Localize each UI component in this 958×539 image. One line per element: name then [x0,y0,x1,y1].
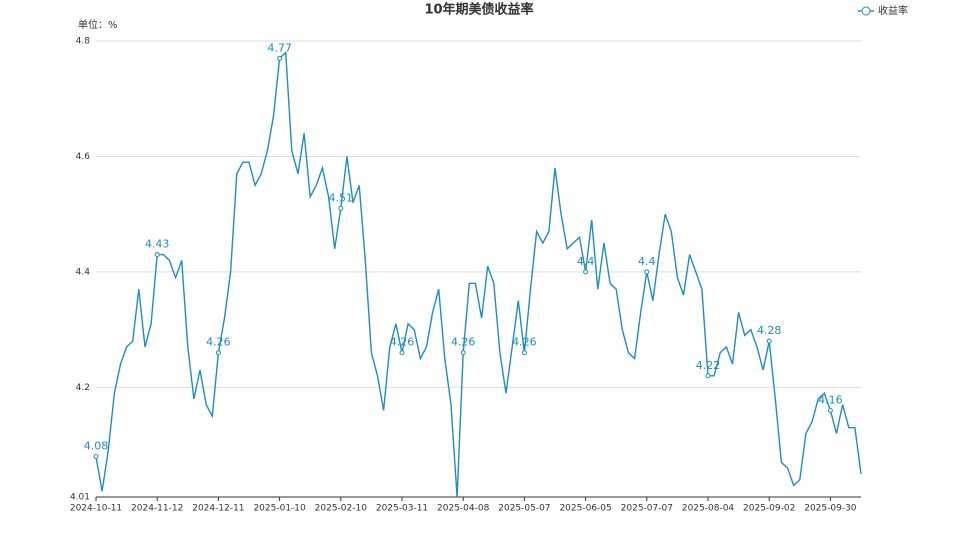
point-marker [827,407,833,413]
value-label: 4.43 [145,238,170,251]
point-marker [521,350,527,356]
value-label: 4.26 [206,336,231,349]
point-marker [644,269,650,275]
x-tick-label: 2025-09-02 [743,504,795,514]
legend-label: 收益率 [878,4,908,17]
value-label: 4.4 [577,255,595,268]
x-tick-label: 2024-12-11 [192,504,244,514]
value-label: 4.51 [329,191,354,204]
y-tick-label: 4.2 [76,383,90,393]
x-tick-label: 2025-06-05 [559,504,611,514]
point-marker [583,269,589,275]
value-label: 4.16 [818,393,843,406]
x-tick-label: 2024-11-12 [131,504,183,514]
y-tick-label: 4.4 [76,267,91,277]
value-label: 4.28 [757,324,782,337]
value-label: 4.77 [267,41,292,54]
point-marker [93,454,99,460]
y-tick-label: 4.8 [76,37,91,47]
point-marker [705,373,711,379]
value-label: 4.26 [512,336,537,349]
point-marker [154,252,160,258]
x-tick-label: 2025-07-07 [621,504,673,514]
legend-marker [861,6,871,16]
value-label: 4.26 [390,336,415,349]
x-tick-label: 2025-05-07 [498,504,550,514]
y-tick-label: 4.6 [76,152,91,162]
point-marker [215,350,221,356]
x-tick-label: 2025-01-10 [253,504,306,514]
point-marker [399,350,405,356]
data-line [95,50,862,498]
value-label: 4.26 [451,336,476,349]
y-axis-label: 单位：% [78,18,118,31]
chart-title: 10年期美债收益率 [424,2,533,18]
x-tick-label: 2025-02-10 [315,504,368,514]
x-tick-label: 2025-09-30 [804,504,857,514]
x-tick-label: 2024-10-11 [70,504,122,514]
x-tick-label: 2025-04-08 [437,504,490,514]
value-label: 4.4 [638,255,656,268]
point-marker [460,350,466,356]
x-tick-label: 2025-08-04 [682,504,735,514]
point-marker [338,205,344,211]
x-tick-label: 2025-03-11 [376,504,428,514]
y-tick-label: 4.01 [70,493,90,503]
point-marker [766,338,772,344]
value-label: 4.08 [84,440,109,453]
value-label: 4.22 [696,359,721,372]
point-marker [277,55,283,61]
